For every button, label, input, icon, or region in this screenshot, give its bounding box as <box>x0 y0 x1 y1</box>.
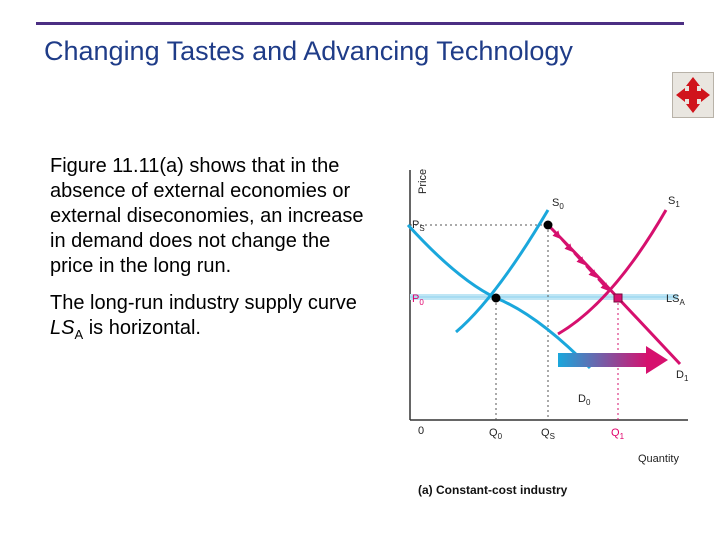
x-axis-label: Quantity <box>638 453 679 465</box>
diagram-caption: (a) Constant-cost industry <box>418 483 568 497</box>
p0-label: P0 <box>412 293 424 307</box>
qs-label: QS <box>541 427 555 441</box>
demand-shift-arrow <box>558 353 648 367</box>
d1-label: D1 <box>676 369 689 383</box>
s1-curve <box>557 209 668 336</box>
lsa-label: LSA <box>666 293 685 307</box>
d1-path-arrows <box>549 226 609 291</box>
ps-label: PS <box>412 219 425 233</box>
q1-label: Q1 <box>611 427 625 441</box>
body-text: Figure 11.11(a) shows that in the absenc… <box>50 154 370 359</box>
q0-label: Q0 <box>489 427 503 441</box>
paragraph-2: The long-run industry supply curve LSA i… <box>50 292 357 342</box>
demand-shift-arrowhead <box>646 346 668 374</box>
short-run-equilibrium-point <box>543 220 553 230</box>
s1-label: S1 <box>668 195 680 209</box>
initial-equilibrium-point <box>491 293 501 303</box>
origin-label: 0 <box>418 425 424 437</box>
supply-demand-diagram: Price Quantity 0 S0 S1 LSA D1 D0 PS P0 Q… <box>406 169 689 497</box>
s0-label: S0 <box>552 197 564 211</box>
move-arrows-icon[interactable] <box>672 72 714 118</box>
y-axis-label: Price <box>417 169 429 194</box>
s0-curve <box>455 209 550 334</box>
d0-label: D0 <box>578 393 591 407</box>
title-divider <box>36 22 684 25</box>
slide-title: Changing Tastes and Advancing Technology <box>44 36 573 66</box>
paragraph-1: Figure 11.11(a) shows that in the absenc… <box>50 155 364 277</box>
new-equilibrium-point <box>613 293 623 303</box>
